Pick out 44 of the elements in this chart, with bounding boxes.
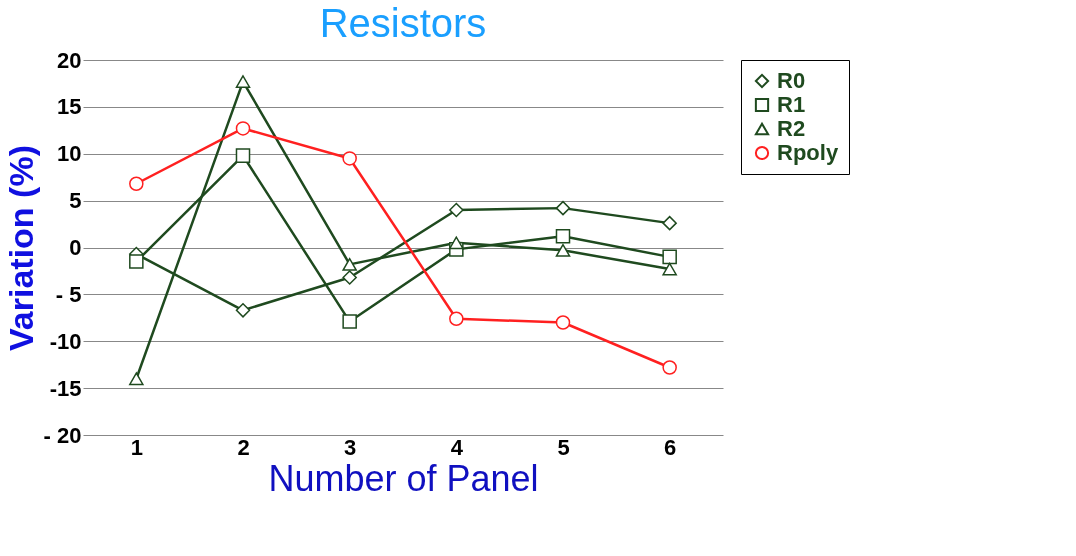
point bbox=[555, 200, 571, 216]
legend-label: R1 bbox=[777, 92, 806, 117]
y-tick-label: 15 bbox=[57, 94, 82, 120]
point bbox=[342, 257, 357, 271]
point bbox=[662, 249, 677, 265]
y-tick-label: 10 bbox=[57, 141, 82, 167]
x-tick-label: 1 bbox=[130, 434, 143, 460]
point bbox=[662, 360, 677, 375]
y-tick-label: -15 bbox=[49, 375, 82, 401]
point bbox=[449, 202, 464, 218]
y-tick-label: 0 bbox=[69, 235, 82, 260]
point bbox=[449, 236, 464, 250]
point bbox=[235, 75, 251, 88]
y-tick-label: 20 bbox=[57, 47, 82, 73]
point bbox=[342, 314, 357, 329]
y-tick-label: -10 bbox=[49, 328, 82, 354]
x-tick-label: 4 bbox=[450, 434, 464, 460]
y-axis-title: Variation (%) bbox=[1, 145, 40, 351]
point bbox=[555, 228, 571, 244]
point bbox=[129, 176, 144, 192]
x-tick-label: 3 bbox=[344, 434, 357, 460]
point bbox=[555, 315, 571, 330]
y-tick-label: 5 bbox=[69, 188, 82, 214]
y-tick-label: - 20 bbox=[43, 422, 82, 448]
legend-label: R0 bbox=[777, 68, 806, 93]
point bbox=[342, 151, 357, 166]
point bbox=[342, 270, 357, 285]
point bbox=[235, 303, 251, 318]
point bbox=[235, 148, 251, 163]
point bbox=[662, 262, 677, 276]
y-tick-label: - 5 bbox=[55, 281, 82, 307]
point bbox=[449, 311, 464, 327]
point bbox=[129, 372, 144, 386]
chart-title: Resistors bbox=[319, 1, 487, 45]
legend-label: Rpoly bbox=[777, 140, 839, 165]
point bbox=[235, 121, 251, 136]
x-tick-label: 6 bbox=[664, 434, 677, 460]
point bbox=[662, 215, 677, 231]
x-tick-label: 2 bbox=[237, 434, 250, 460]
point bbox=[555, 243, 571, 257]
x-axis-title: Number of Panel bbox=[268, 457, 539, 499]
point bbox=[129, 254, 144, 269]
legend-label: R2 bbox=[777, 116, 806, 141]
x-tick-label: 5 bbox=[557, 434, 570, 460]
